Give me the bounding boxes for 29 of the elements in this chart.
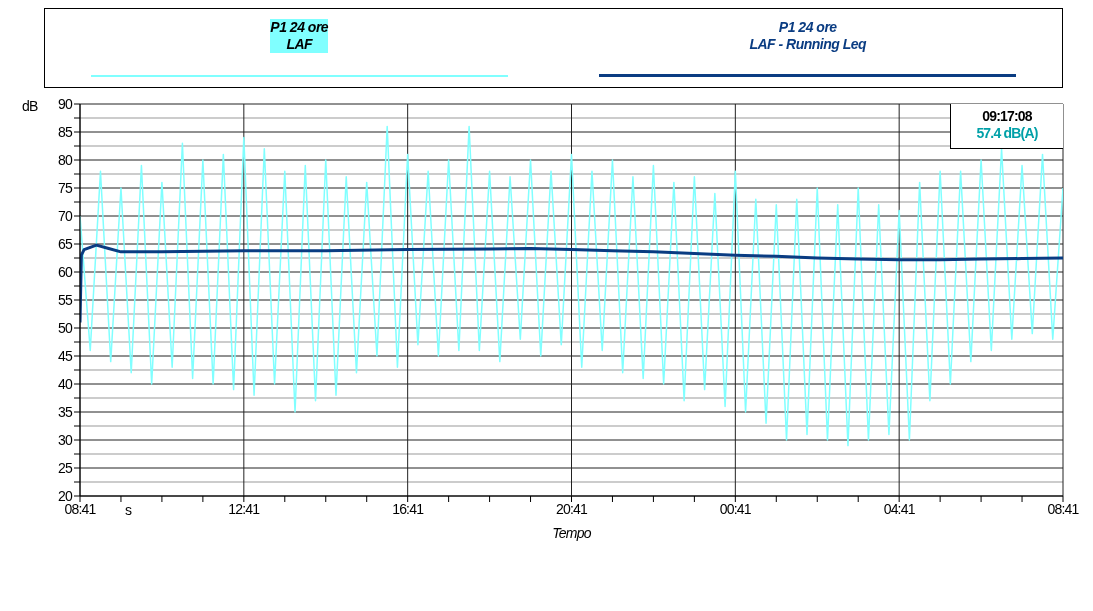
x-tick-label: 08:41 (1047, 500, 1080, 517)
y-tick-label: 90 (58, 95, 73, 112)
x-tick-label: 04:41 (883, 500, 916, 517)
y-tick-label: 85 (58, 123, 73, 140)
text: s (124, 502, 132, 518)
y-tick-label: 25 (58, 459, 73, 476)
y-tick-label: 75 (58, 179, 73, 196)
y-tick-label: 55 (58, 291, 73, 308)
y-tick-label: 65 (58, 235, 73, 252)
y-tick-label: 60 (58, 263, 73, 280)
x-tick-label: 00:41 (719, 500, 752, 517)
line-series (80, 125, 1063, 447)
y-tick-label: 80 (58, 151, 73, 168)
annotation: 57.4 dB(A) (975, 125, 1039, 142)
x-tick-label: 16:41 (392, 500, 425, 517)
y-axis-title: dB (22, 98, 38, 114)
y-tick-label: 70 (58, 207, 73, 224)
x-tick-label: 20:41 (555, 500, 589, 517)
y-tick-label: 30 (58, 431, 73, 448)
annotation: 09:17:08 (981, 108, 1033, 125)
x-axis-title: Tempo (552, 525, 592, 541)
y-tick-label: 40 (58, 375, 73, 392)
text: P1 24 ore LAF (270, 19, 329, 53)
y-tick-label: 50 (58, 319, 73, 336)
y-tick-label: 35 (58, 403, 73, 420)
readout-box: 09:17:08 57.4 dB(A) (950, 104, 1063, 149)
text: P1 24 ore LAF - Running Leq (749, 19, 867, 53)
x-tick-label: 12:41 (228, 500, 261, 517)
y-tick-label: 45 (58, 347, 73, 364)
